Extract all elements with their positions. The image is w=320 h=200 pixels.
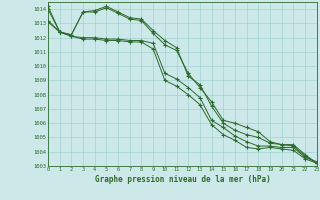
X-axis label: Graphe pression niveau de la mer (hPa): Graphe pression niveau de la mer (hPa) bbox=[94, 175, 270, 184]
